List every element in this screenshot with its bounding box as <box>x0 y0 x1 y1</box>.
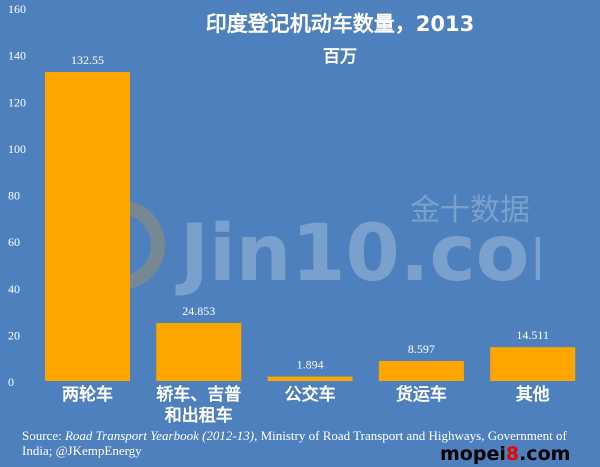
x-tick-label: 货运车 <box>396 384 447 405</box>
x-tick-label: 其他 <box>516 384 550 405</box>
jin10-text: Jin10.com <box>175 209 540 299</box>
y-tick-label: 100 <box>8 142 26 156</box>
source-title: Road Transport Yearbook (2012-13) <box>64 428 255 443</box>
jin10-cn-text: 金十数据 <box>410 193 530 228</box>
bar <box>378 360 464 381</box>
mopei-text-b: 8 <box>505 443 520 465</box>
y-tick-label: 160 <box>8 2 26 16</box>
x-tick-label: 公交车 <box>285 384 336 405</box>
y-tick-label: 60 <box>8 235 20 249</box>
data-label: 8.597 <box>408 342 435 356</box>
source-prefix: Source: <box>22 428 65 443</box>
y-tick-label: 120 <box>8 95 26 109</box>
data-label: 132.55 <box>71 53 104 67</box>
data-label: 14.511 <box>516 328 549 342</box>
data-label: 24.853 <box>182 304 215 318</box>
x-tick-label: 和出租车 <box>165 405 233 426</box>
y-tick-label: 40 <box>8 282 20 296</box>
y-tick-label: 0 <box>8 375 14 389</box>
mopei-text-c: .com <box>519 443 571 465</box>
mopei-watermark: mopei8.com <box>440 443 570 465</box>
y-tick-label: 20 <box>8 328 20 342</box>
chart-title: 印度登记机动车数量，2013 <box>205 12 475 36</box>
data-label: 1.894 <box>297 358 324 372</box>
x-tick-label: 两轮车 <box>62 384 113 405</box>
y-tick-label: 140 <box>8 49 26 63</box>
bar <box>156 323 242 381</box>
y-tick-label: 80 <box>8 189 20 203</box>
chart-subtitle: 百万 <box>323 47 357 67</box>
source-rest: , Ministry of Road Transport and Highway… <box>22 428 567 458</box>
jin10-watermark: Jin10.com 金十数据 <box>75 190 600 304</box>
bar <box>267 376 353 381</box>
bar <box>490 347 576 381</box>
source-note: Source: Road Transport Yearbook (2012-13… <box>22 428 592 458</box>
mopei-text-a: mopei <box>440 443 506 465</box>
x-tick-label: 轿车、吉普 <box>156 384 241 405</box>
bar <box>45 71 130 382</box>
